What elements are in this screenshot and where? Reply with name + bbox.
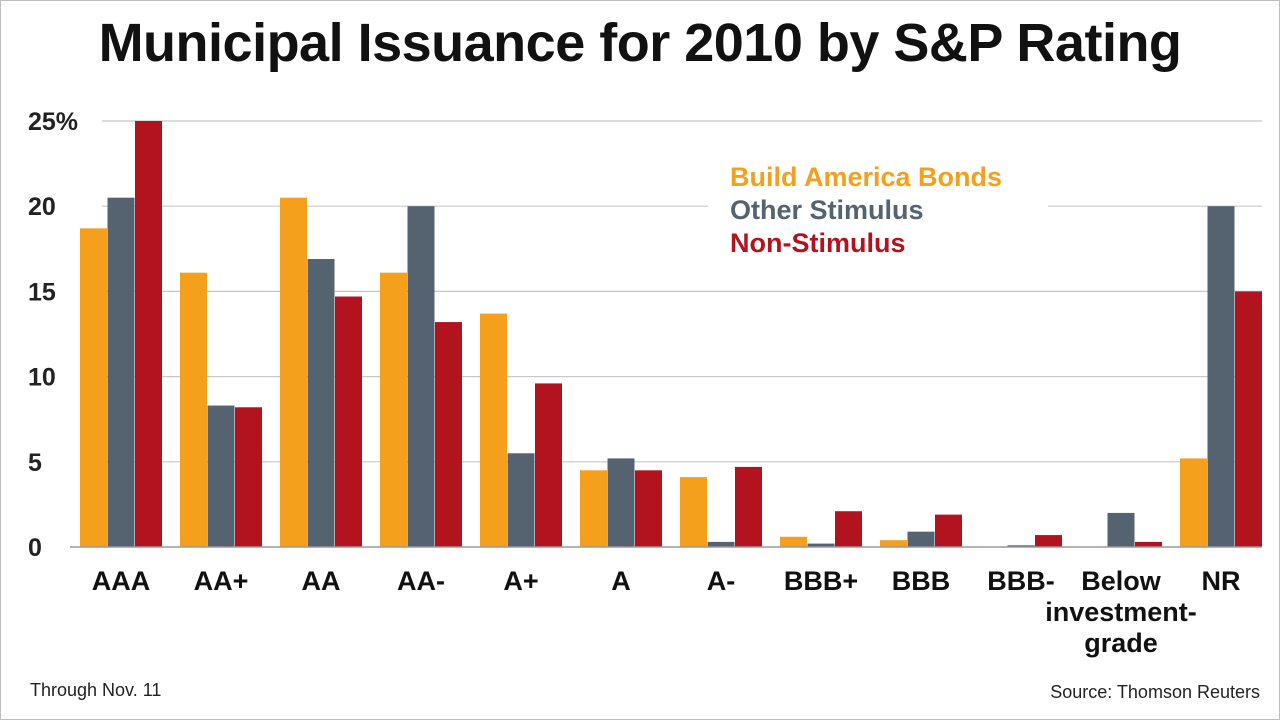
x-tick-label: investment- <box>1045 597 1197 627</box>
bar-other-stimulus <box>607 458 635 547</box>
x-tick-label: BBB+ <box>784 566 858 596</box>
y-tick-label: 20 <box>28 193 56 221</box>
source-note: Source: Thomson Reuters <box>1050 682 1260 702</box>
bar-build-america-bonds <box>680 477 707 547</box>
bar-build-america-bonds <box>1180 458 1207 547</box>
x-tick-label: Below <box>1081 566 1162 596</box>
legend-entry: Non-Stimulus <box>730 228 906 258</box>
bar-other-stimulus <box>1107 512 1135 547</box>
bar-other-stimulus <box>407 206 435 547</box>
y-tick-label: 15 <box>28 278 56 306</box>
bar-build-america-bonds <box>480 313 507 547</box>
bar-non-stimulus <box>135 121 162 547</box>
bar-build-america-bonds <box>380 272 407 547</box>
x-tick-label: NR <box>1202 566 1241 596</box>
bar-non-stimulus <box>1035 535 1062 547</box>
bar-other-stimulus <box>1007 545 1035 547</box>
bar-other-stimulus <box>907 531 935 547</box>
y-tick-label: 5 <box>28 449 42 477</box>
bar-non-stimulus <box>335 296 362 547</box>
x-tick-label: AAA <box>92 566 151 596</box>
bar-build-america-bonds <box>780 536 807 547</box>
bar-build-america-bonds <box>280 197 307 547</box>
bar-other-stimulus <box>807 543 835 547</box>
bar-build-america-bonds <box>580 470 607 547</box>
x-tick-label: AA <box>302 566 341 596</box>
x-tick-label: A+ <box>503 566 538 596</box>
legend-background <box>708 155 1048 259</box>
legend-entry: Other Stimulus <box>730 195 924 225</box>
bar-build-america-bonds <box>180 272 207 547</box>
bar-non-stimulus <box>935 514 962 547</box>
bar-other-stimulus <box>207 405 235 547</box>
bar-build-america-bonds <box>80 228 107 548</box>
x-tick-label: BBB <box>892 566 951 596</box>
bar-non-stimulus <box>235 407 262 547</box>
y-tick-label: 0 <box>28 534 42 562</box>
bar-other-stimulus <box>507 453 535 547</box>
y-tick-label: 25% <box>28 108 78 136</box>
bar-other-stimulus <box>1207 206 1235 547</box>
bar-other-stimulus <box>307 259 335 547</box>
bar-non-stimulus <box>535 383 562 547</box>
x-tick-label: grade <box>1084 628 1158 658</box>
bar-non-stimulus <box>1135 541 1162 547</box>
bar-non-stimulus <box>1235 291 1262 547</box>
x-tick-label: AA- <box>397 566 445 596</box>
bar-non-stimulus <box>435 322 462 547</box>
y-tick-label: 10 <box>28 364 56 392</box>
chart-title: Municipal Issuance for 2010 by S&P Ratin… <box>98 13 1182 73</box>
bar-non-stimulus <box>735 466 762 547</box>
x-tick-label: A- <box>707 566 736 596</box>
bar-build-america-bonds <box>880 540 907 547</box>
date-note: Through Nov. 11 <box>30 680 162 700</box>
bar-non-stimulus <box>635 470 662 547</box>
legend-entry: Build America Bonds <box>730 162 1002 192</box>
x-tick-label: BBB- <box>987 566 1055 596</box>
bar-non-stimulus <box>835 511 862 547</box>
x-tick-label: A <box>611 566 631 596</box>
x-tick-label: AA+ <box>194 566 249 596</box>
bar-other-stimulus <box>107 197 135 547</box>
bar-other-stimulus <box>707 541 735 547</box>
